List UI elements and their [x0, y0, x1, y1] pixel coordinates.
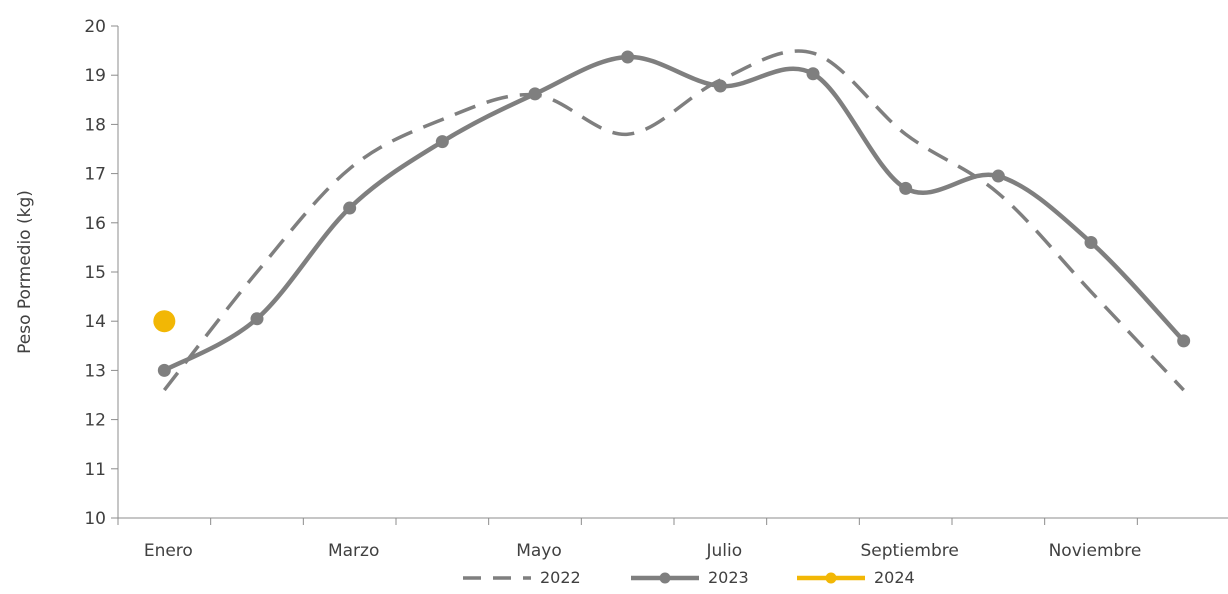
legend-item-2022: 2022: [463, 568, 581, 587]
y-tick-label: 17: [84, 165, 106, 185]
legend: 2022 2023 2024: [463, 568, 915, 587]
x-tick-label: Mayo: [516, 541, 562, 561]
y-tick-label: 18: [84, 115, 106, 135]
y-tick-label: 15: [84, 263, 106, 283]
series-line-2022: [162, 49, 1185, 392]
y-tick-label: 11: [84, 460, 106, 480]
legend-item-2023: 2023: [631, 568, 749, 587]
y-tick-label: 16: [84, 214, 106, 234]
x-tick-label: Marzo: [328, 541, 379, 561]
point-2023-Octubre: [991, 169, 1005, 183]
point-2023-Abril: [435, 135, 449, 149]
legend-label-2023: 2023: [708, 568, 749, 587]
point-2024-Enero: [153, 310, 176, 333]
x-tick-label: Noviembre: [1049, 541, 1142, 561]
y-tick-label: 12: [84, 411, 106, 431]
y-tick-label: 10: [84, 509, 106, 529]
point-2023-Diciembre: [1177, 334, 1191, 348]
y-tick-label: 13: [84, 361, 106, 381]
series-2024: [153, 310, 176, 333]
legend-marker-2024: [825, 572, 837, 584]
legend-label-2024: 2024: [874, 568, 915, 587]
y-axis-title: Peso Pormedio (kg): [15, 190, 35, 354]
x-tick-label: Julio: [706, 541, 743, 561]
point-2023-Julio: [713, 79, 727, 93]
series-2023: [157, 50, 1191, 377]
point-2023-Noviembre: [1084, 235, 1098, 249]
y-tick-label: 14: [84, 312, 106, 332]
legend-marker-2023: [659, 572, 671, 584]
point-2023-Junio: [621, 50, 635, 64]
series-line-2023: [163, 54, 1186, 373]
x-tick-label: Enero: [144, 541, 193, 561]
point-2023-Agosto: [806, 67, 820, 81]
point-2023-Enero: [157, 363, 171, 377]
y-tick-label: 20: [84, 17, 106, 37]
point-2023-Mayo: [528, 87, 542, 101]
series-layer: [153, 49, 1191, 392]
point-2023-Marzo: [343, 201, 357, 215]
legend-label-2022: 2022: [540, 568, 581, 587]
point-2023-Febrero: [250, 312, 264, 326]
point-2023-Septiembre: [899, 181, 913, 195]
y-tick-label: 19: [84, 66, 106, 86]
legend-item-2024: 2024: [797, 568, 915, 587]
x-tick-label: Septiembre: [861, 541, 959, 561]
axes: 10 11 12 13 14 15 16 17 18 19 20 Enero Marzo Mayo Juli…: [84, 17, 1228, 561]
series-2022: [162, 49, 1185, 392]
